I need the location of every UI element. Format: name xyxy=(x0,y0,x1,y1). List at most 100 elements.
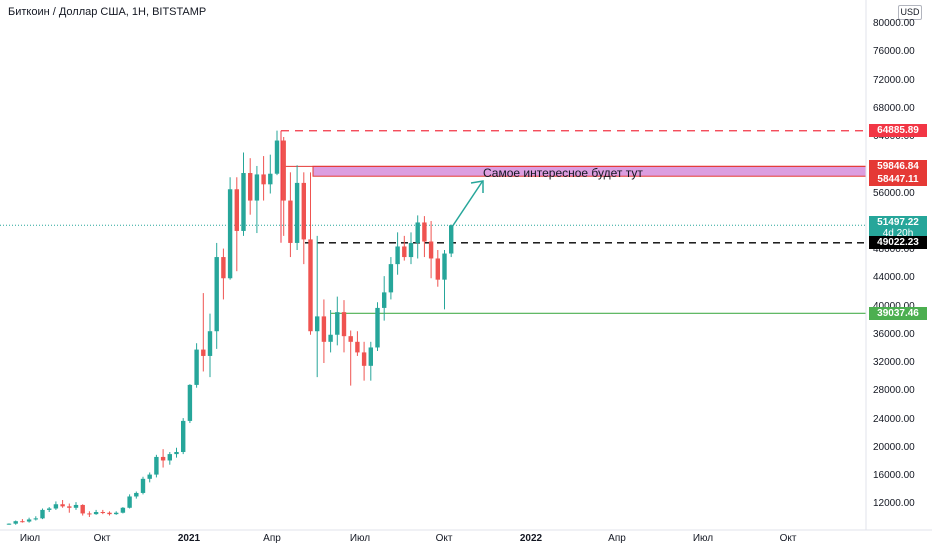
candle-body xyxy=(207,331,213,356)
candle-body xyxy=(288,200,293,243)
candle-body xyxy=(167,454,172,461)
candle-body xyxy=(40,509,45,519)
y-tick-label: 72000.00 xyxy=(873,74,915,86)
candle-body xyxy=(127,496,132,508)
candle-body xyxy=(388,264,394,293)
candle-body xyxy=(187,384,193,421)
candle-body xyxy=(20,521,25,523)
candle-body xyxy=(67,506,72,508)
candle-body xyxy=(281,140,286,201)
candle-body xyxy=(181,420,186,452)
candle-body xyxy=(348,336,353,342)
candle-body xyxy=(60,504,65,507)
x-tick-label: Июл xyxy=(19,533,41,544)
x-tick-label: 2022 xyxy=(519,533,543,544)
candle-body xyxy=(382,292,387,308)
candle-body xyxy=(308,239,313,332)
chart-overlays xyxy=(451,180,484,228)
annotation-text[interactable]: Самое интересное будет тут xyxy=(483,166,643,180)
candle-body xyxy=(234,189,239,231)
candle-body xyxy=(221,257,226,279)
chart-levels xyxy=(0,130,867,314)
y-tick-label: 16000.00 xyxy=(873,470,915,481)
current-price-value: 51497.22 xyxy=(877,217,919,229)
y-tick-label: 48000.00 xyxy=(873,244,915,255)
x-tick-label: Апр xyxy=(608,533,626,544)
candle-body xyxy=(341,312,347,337)
y-tick-label: 36000.00 xyxy=(873,328,915,340)
candle-body xyxy=(6,523,12,525)
candle-body xyxy=(227,189,233,279)
x-tick-label: Апр xyxy=(263,533,281,544)
candle-body xyxy=(274,140,280,174)
current-countdown: 4d 20h xyxy=(882,228,914,240)
candle-body xyxy=(154,456,159,475)
y-tick-label: 76000.00 xyxy=(873,46,915,58)
candle-body xyxy=(402,246,407,258)
candle-body xyxy=(428,241,434,259)
candle-body xyxy=(13,521,18,524)
x-tick-label: Окт xyxy=(435,533,453,544)
candle-body xyxy=(301,182,306,240)
y-tick-label: 40000.00 xyxy=(873,301,915,312)
y-tick-label: 80000.00 xyxy=(873,18,915,29)
candle-body xyxy=(100,512,105,514)
candle-body xyxy=(107,512,112,515)
candle-body xyxy=(174,451,179,455)
arrow-shaft xyxy=(451,181,483,228)
candles xyxy=(6,130,454,525)
x-tick-label: Июл xyxy=(349,533,371,544)
candle-body xyxy=(294,182,300,243)
currency-selector[interactable]: USD xyxy=(898,5,922,20)
candle-body xyxy=(87,513,92,515)
price-tag-support: 39037.46 xyxy=(869,306,927,320)
y-tick-label: 56000.00 xyxy=(873,187,915,199)
y-tick-label: 44000.00 xyxy=(873,272,915,284)
y-tick-label: 28000.00 xyxy=(873,385,915,397)
y-tick-label: 32000.00 xyxy=(873,357,915,368)
candle-body xyxy=(214,257,219,332)
y-tick-label: 20000.00 xyxy=(873,441,915,453)
candle-body xyxy=(93,512,99,515)
candle-body xyxy=(201,349,206,356)
candle-body xyxy=(422,222,427,242)
y-tick-label: 24000.00 xyxy=(873,413,915,425)
candle-body xyxy=(335,312,340,335)
x-tick-label: Окт xyxy=(779,533,797,544)
price-tag-zone-bottom: 58447.11 xyxy=(869,172,927,186)
candle-body xyxy=(361,352,367,366)
candle-body xyxy=(26,519,32,522)
candle-body xyxy=(328,334,333,342)
candle-body xyxy=(268,173,273,185)
candle-body xyxy=(80,504,85,514)
candle-body xyxy=(241,173,246,231)
candle-body xyxy=(408,242,414,258)
x-tick-label: Окт xyxy=(93,533,111,544)
price-tag-black-level: 49022.23 xyxy=(869,236,927,250)
x-tick-label: 2021 xyxy=(177,533,201,544)
candle-body xyxy=(415,222,420,243)
candle-body xyxy=(442,253,447,280)
y-tick-label: 12000.00 xyxy=(873,498,915,510)
candle-body xyxy=(114,512,119,515)
candle-body xyxy=(321,316,327,342)
candle-body xyxy=(194,349,199,385)
candle-body xyxy=(140,478,146,493)
candle-body xyxy=(33,518,38,520)
candle-body xyxy=(134,492,139,497)
candle-body xyxy=(315,316,320,332)
candle-body xyxy=(248,173,253,201)
arrow-head xyxy=(470,180,484,193)
candle-body xyxy=(254,174,260,201)
candle-body xyxy=(355,341,360,353)
candle-body xyxy=(47,508,52,510)
candle-body xyxy=(435,258,440,280)
candle-body xyxy=(160,456,166,461)
y-tick-label: 68000.00 xyxy=(873,102,915,114)
candle-body xyxy=(395,246,400,265)
candle-body xyxy=(375,307,380,348)
candle-body xyxy=(73,504,79,508)
price-tag-resistance: 64885.89 xyxy=(869,124,927,138)
candle-body xyxy=(120,507,126,513)
